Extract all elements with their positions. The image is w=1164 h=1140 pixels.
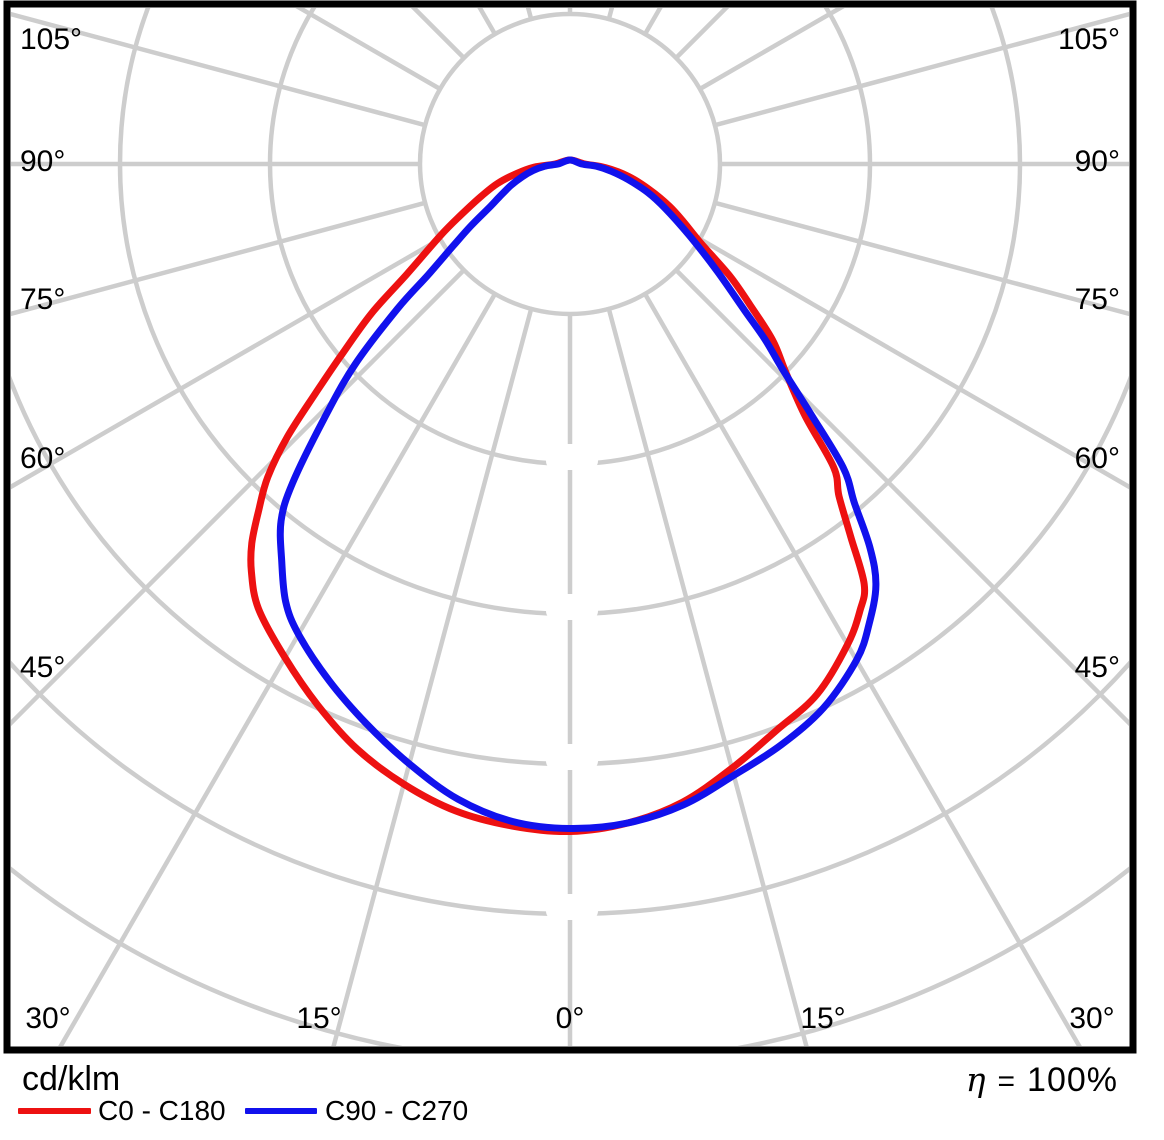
grid-ray bbox=[606, 306, 809, 1046]
angle-label-left-105: 105° bbox=[20, 23, 83, 56]
grid-ray bbox=[11, 236, 443, 490]
grid-ray bbox=[712, 11, 1129, 128]
ring-label-gap bbox=[546, 744, 598, 770]
grid-ray bbox=[11, 11, 428, 128]
legend-swatch-c0-c180 bbox=[18, 1108, 91, 1114]
ring-label-gaps bbox=[546, 444, 598, 920]
ring-label-gap bbox=[546, 594, 598, 620]
angle-label-right-90: 90° bbox=[1074, 145, 1120, 178]
ring-label-gap bbox=[546, 894, 598, 920]
eta-symbol: η bbox=[965, 1060, 986, 1099]
grid-ray bbox=[11, 267, 467, 727]
grid-ray bbox=[673, 267, 1129, 727]
angle-label-bottom-0: 0° bbox=[555, 1002, 585, 1035]
angle-label-right-45: 45° bbox=[1074, 651, 1120, 684]
angle-label-left-75: 75° bbox=[20, 283, 66, 316]
efficiency-readout: η = 100% bbox=[966, 1060, 1118, 1100]
unit-label: cd/klm bbox=[22, 1060, 121, 1098]
grid-ray bbox=[331, 306, 534, 1046]
angle-label-bottom-30-right: 30° bbox=[1069, 1002, 1115, 1035]
intensity-curves bbox=[247, 156, 880, 836]
plot-border bbox=[3, 0, 1137, 1054]
angle-label-left-60: 60° bbox=[20, 442, 66, 475]
angle-label-left-45: 45° bbox=[20, 651, 66, 684]
legend-label-c0-c180: C0 - C180 bbox=[98, 1095, 226, 1126]
angle-label-bottom-30-left: 30° bbox=[25, 1002, 71, 1035]
angle-label-bottom-15-left: 15° bbox=[296, 1002, 342, 1035]
angle-label-right-105: 105° bbox=[1057, 23, 1120, 56]
grid-ray bbox=[712, 200, 1129, 317]
legend-label-c90-c270: C90 - C270 bbox=[325, 1095, 469, 1126]
ring-label-gap bbox=[546, 444, 598, 470]
angle-label-left-90: 90° bbox=[20, 145, 66, 178]
legend-swatch-c90-c270 bbox=[245, 1108, 317, 1114]
grid-ray bbox=[697, 236, 1129, 490]
eta-value: 100% bbox=[1027, 1061, 1118, 1099]
eta-equals: = bbox=[997, 1065, 1016, 1098]
angle-label-bottom-15-right: 15° bbox=[800, 1002, 846, 1035]
grid-ray bbox=[58, 291, 498, 1046]
grid-ray bbox=[11, 200, 428, 317]
curve-c0-c180 bbox=[247, 156, 869, 836]
angle-label-right-60: 60° bbox=[1074, 442, 1120, 475]
angle-label-right-75: 75° bbox=[1074, 283, 1120, 316]
curve-c90-c270 bbox=[276, 156, 880, 833]
grid-ray bbox=[642, 291, 1082, 1046]
